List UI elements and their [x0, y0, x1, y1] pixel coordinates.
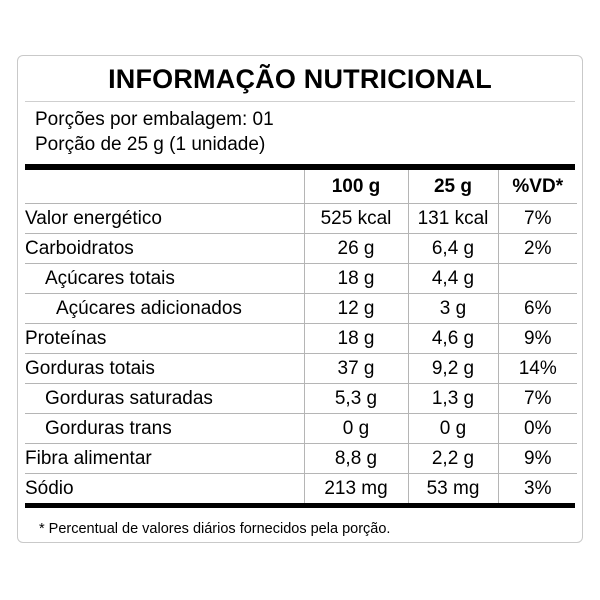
value-per-100g: 12 g — [303, 293, 408, 324]
nutrition-table: 100 g 25 g %VD* Valor energético 525 kcal… — [25, 170, 577, 503]
nutrition-facts-inner: INFORMAÇÃO NUTRICIONAL Porções por embal… — [25, 56, 577, 542]
value-daily-percent: 7% — [497, 203, 577, 234]
value-per-100g: 37 g — [303, 353, 408, 384]
table-row: Proteínas 18 g 4,6 g 9% — [25, 323, 577, 354]
table-row: Gorduras saturadas 5,3 g 1,3 g 7% — [25, 383, 577, 414]
table-header-row: 100 g 25 g %VD* — [25, 170, 577, 204]
value-per-portion: 1,3 g — [407, 383, 498, 414]
value-per-portion: 4,6 g — [407, 323, 498, 354]
column-header-daily-value: %VD* — [497, 170, 577, 204]
value-daily-percent: 6% — [497, 293, 577, 324]
table-closing-rule — [25, 503, 575, 508]
table-body: Valor energético 525 kcal 131 kcal 7% Carboi… — [25, 203, 577, 503]
header-heavy-rule — [25, 164, 575, 170]
value-daily-percent: 2% — [497, 233, 577, 264]
nutrient-name: Valor energético — [25, 203, 304, 234]
value-daily-percent: 9% — [497, 323, 577, 354]
footnote: * Percentual de valores diários fornecid… — [39, 521, 391, 537]
value-per-100g: 18 g — [303, 323, 408, 354]
nutrient-name: Gorduras totais — [25, 353, 304, 384]
value-daily-percent: 9% — [497, 443, 577, 474]
table-row: Sódio 213 mg 53 mg 3% — [25, 473, 577, 503]
value-per-portion: 2,2 g — [407, 443, 498, 474]
table-row: Valor energético 525 kcal 131 kcal 7% — [25, 203, 577, 234]
servings-per-package: Porções por embalagem: 01 — [35, 109, 274, 130]
column-header-per-100g: 100 g — [303, 170, 408, 204]
value-daily-percent: 3% — [497, 473, 577, 503]
nutrient-name: Gorduras saturadas — [25, 383, 304, 414]
table-row: Carboidratos 26 g 6,4 g 2% — [25, 233, 577, 264]
nutrition-facts-panel: INFORMAÇÃO NUTRICIONAL Porções por embal… — [17, 55, 583, 543]
value-per-100g: 0 g — [303, 413, 408, 444]
value-daily-percent: 0% — [497, 413, 577, 444]
table-row: Fibra alimentar 8,8 g 2,2 g 9% — [25, 443, 577, 474]
value-per-portion: 131 kcal — [407, 203, 498, 234]
serving-size: Porção de 25 g (1 unidade) — [35, 134, 266, 155]
nutrient-name: Fibra alimentar — [25, 443, 304, 474]
value-per-portion: 9,2 g — [407, 353, 498, 384]
value-per-100g: 26 g — [303, 233, 408, 264]
column-header-per-portion: 25 g — [407, 170, 498, 204]
nutrient-name: Gorduras trans — [25, 413, 304, 444]
nutrient-name: Proteínas — [25, 323, 304, 354]
value-per-portion: 6,4 g — [407, 233, 498, 264]
value-daily-percent — [497, 263, 577, 294]
serving-info: Porções por embalagem: 01 Porção de 25 g… — [25, 102, 575, 160]
nutrient-name: Açúcares totais — [25, 263, 304, 294]
value-per-100g: 18 g — [303, 263, 408, 294]
value-daily-percent: 14% — [497, 353, 577, 384]
nutrient-name: Sódio — [25, 478, 74, 499]
table-row: Açúcares totais 18 g 4,4 g — [25, 263, 577, 294]
value-per-portion: 4,4 g — [407, 263, 498, 294]
value-per-100g: 525 kcal — [303, 203, 408, 234]
table-row: Gorduras totais 37 g 9,2 g 14% — [25, 353, 577, 384]
nutrient-name: Açúcares adicionados — [25, 293, 304, 324]
value-daily-percent: 7% — [497, 383, 577, 414]
value-per-100g: 8,8 g — [303, 443, 408, 474]
nutrient-name: Carboidratos — [25, 233, 304, 264]
page-title: INFORMAÇÃO NUTRICIONAL — [108, 64, 492, 94]
value-per-portion: 0 g — [407, 413, 498, 444]
value-per-portion: 3 g — [407, 293, 498, 324]
value-per-portion: 53 mg — [407, 473, 498, 503]
column-header-nutrient — [25, 170, 304, 204]
value-per-100g: 213 mg — [303, 473, 408, 503]
table-header: 100 g 25 g %VD* — [25, 170, 577, 204]
value-per-100g: 5,3 g — [303, 383, 408, 414]
title-divider — [25, 101, 575, 102]
